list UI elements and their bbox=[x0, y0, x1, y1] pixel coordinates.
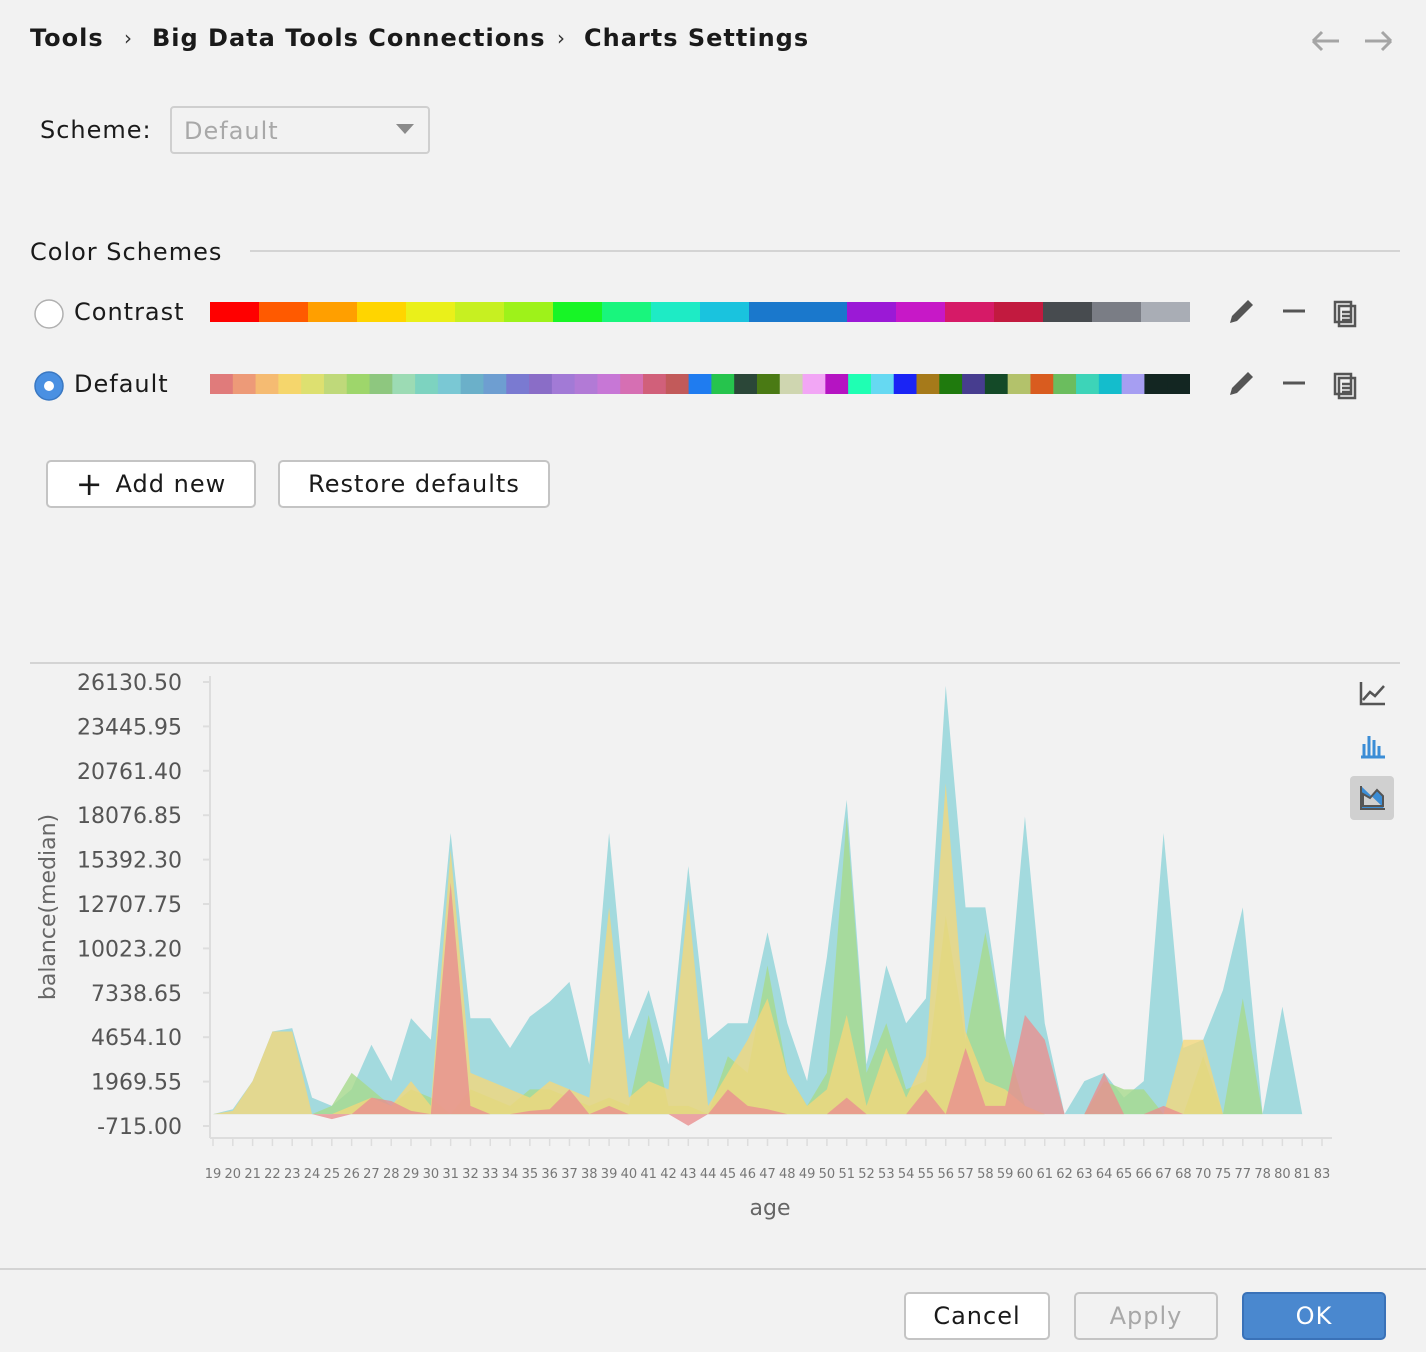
x-tick-label: 51 bbox=[838, 1167, 855, 1182]
y-tick-label: -715.00 bbox=[97, 1115, 182, 1140]
y-tick-label: 20761.40 bbox=[77, 760, 182, 785]
x-tick-label: 60 bbox=[1017, 1167, 1034, 1182]
x-axis-title: age bbox=[750, 1196, 791, 1221]
y-axis-title: balance(median) bbox=[36, 814, 61, 1000]
x-tick-label: 44 bbox=[700, 1167, 717, 1182]
x-tick-label: 57 bbox=[957, 1167, 974, 1182]
x-tick-label: 52 bbox=[858, 1167, 875, 1182]
x-tick-label: 49 bbox=[799, 1167, 816, 1182]
x-tick-label: 31 bbox=[442, 1167, 459, 1182]
x-tick-label: 78 bbox=[1254, 1167, 1271, 1182]
x-tick-label: 50 bbox=[819, 1167, 836, 1182]
x-tick-label: 23 bbox=[284, 1167, 301, 1182]
button-label: Cancel bbox=[933, 1302, 1020, 1330]
x-tick-label: 80 bbox=[1274, 1167, 1291, 1182]
x-tick-label: 26 bbox=[343, 1167, 360, 1182]
y-tick-label: 10023.20 bbox=[77, 937, 182, 962]
x-tick-label: 39 bbox=[601, 1167, 618, 1182]
x-tick-label: 58 bbox=[977, 1167, 994, 1182]
x-tick-label: 75 bbox=[1215, 1167, 1232, 1182]
x-tick-label: 53 bbox=[878, 1167, 895, 1182]
cancel-button[interactable]: Cancel bbox=[904, 1292, 1050, 1340]
apply-button[interactable]: Apply bbox=[1074, 1292, 1218, 1340]
x-tick-label: 77 bbox=[1235, 1167, 1252, 1182]
x-tick-label: 35 bbox=[522, 1167, 539, 1182]
x-tick-label: 43 bbox=[680, 1167, 697, 1182]
x-tick-label: 68 bbox=[1175, 1167, 1192, 1182]
x-tick-label: 62 bbox=[1056, 1167, 1073, 1182]
y-tick-label: 23445.95 bbox=[77, 715, 182, 740]
x-tick-label: 40 bbox=[621, 1167, 638, 1182]
x-tick-label: 21 bbox=[244, 1167, 261, 1182]
x-tick-label: 27 bbox=[363, 1167, 380, 1182]
x-tick-label: 19 bbox=[205, 1167, 222, 1182]
x-tick-label: 36 bbox=[541, 1167, 558, 1182]
button-label: Apply bbox=[1110, 1302, 1183, 1330]
ok-button[interactable]: OK bbox=[1242, 1292, 1386, 1340]
x-tick-label: 70 bbox=[1195, 1167, 1212, 1182]
y-tick-label: 15392.30 bbox=[77, 849, 182, 874]
y-tick-label: 4654.10 bbox=[91, 1026, 182, 1051]
x-tick-label: 41 bbox=[640, 1167, 657, 1182]
x-tick-label: 46 bbox=[739, 1167, 756, 1182]
x-tick-label: 34 bbox=[502, 1167, 519, 1182]
chart-type-bar[interactable] bbox=[1361, 736, 1385, 757]
chart: age balance(median) -715.00 1969.55 4654.1… bbox=[0, 0, 1426, 1260]
x-tick-label: 67 bbox=[1155, 1167, 1172, 1182]
x-tick-label: 65 bbox=[1116, 1167, 1133, 1182]
x-tick-label: 63 bbox=[1076, 1167, 1093, 1182]
chart-type-line[interactable] bbox=[1361, 682, 1385, 704]
y-tick-label: 26130.50 bbox=[77, 671, 182, 696]
y-tick-label: 7338.65 bbox=[91, 982, 182, 1007]
x-tick-label: 61 bbox=[1036, 1167, 1053, 1182]
x-tick-label: 81 bbox=[1294, 1167, 1311, 1182]
x-tick-label: 29 bbox=[403, 1167, 420, 1182]
button-label: OK bbox=[1296, 1302, 1333, 1330]
x-tick-label: 55 bbox=[918, 1167, 935, 1182]
x-tick-label: 64 bbox=[1096, 1167, 1113, 1182]
y-tick-label: 12707.75 bbox=[77, 893, 182, 918]
x-tick-label: 48 bbox=[779, 1167, 796, 1182]
x-tick-label: 28 bbox=[383, 1167, 400, 1182]
y-tick-label: 1969.55 bbox=[91, 1071, 182, 1096]
x-tick-label: 25 bbox=[324, 1167, 341, 1182]
x-tick-label: 59 bbox=[997, 1167, 1014, 1182]
x-tick-label: 20 bbox=[225, 1167, 242, 1182]
x-tick-label: 24 bbox=[304, 1167, 321, 1182]
divider bbox=[0, 1268, 1426, 1270]
x-tick-label: 42 bbox=[660, 1167, 677, 1182]
x-tick-label: 83 bbox=[1314, 1167, 1331, 1182]
x-tick-label: 37 bbox=[561, 1167, 578, 1182]
x-tick-label: 38 bbox=[581, 1167, 598, 1182]
x-tick-label: 47 bbox=[759, 1167, 776, 1182]
x-tick-label: 32 bbox=[462, 1167, 479, 1182]
x-tick-label: 22 bbox=[264, 1167, 281, 1182]
x-tick-label: 66 bbox=[1135, 1167, 1152, 1182]
x-tick-label: 30 bbox=[423, 1167, 440, 1182]
chart-type-area-selected[interactable] bbox=[1350, 776, 1394, 820]
x-tick-label: 33 bbox=[482, 1167, 499, 1182]
y-tick-label: 18076.85 bbox=[77, 804, 182, 829]
x-tick-label: 56 bbox=[937, 1167, 954, 1182]
x-tick-label: 54 bbox=[898, 1167, 915, 1182]
x-tick-label: 45 bbox=[720, 1167, 737, 1182]
